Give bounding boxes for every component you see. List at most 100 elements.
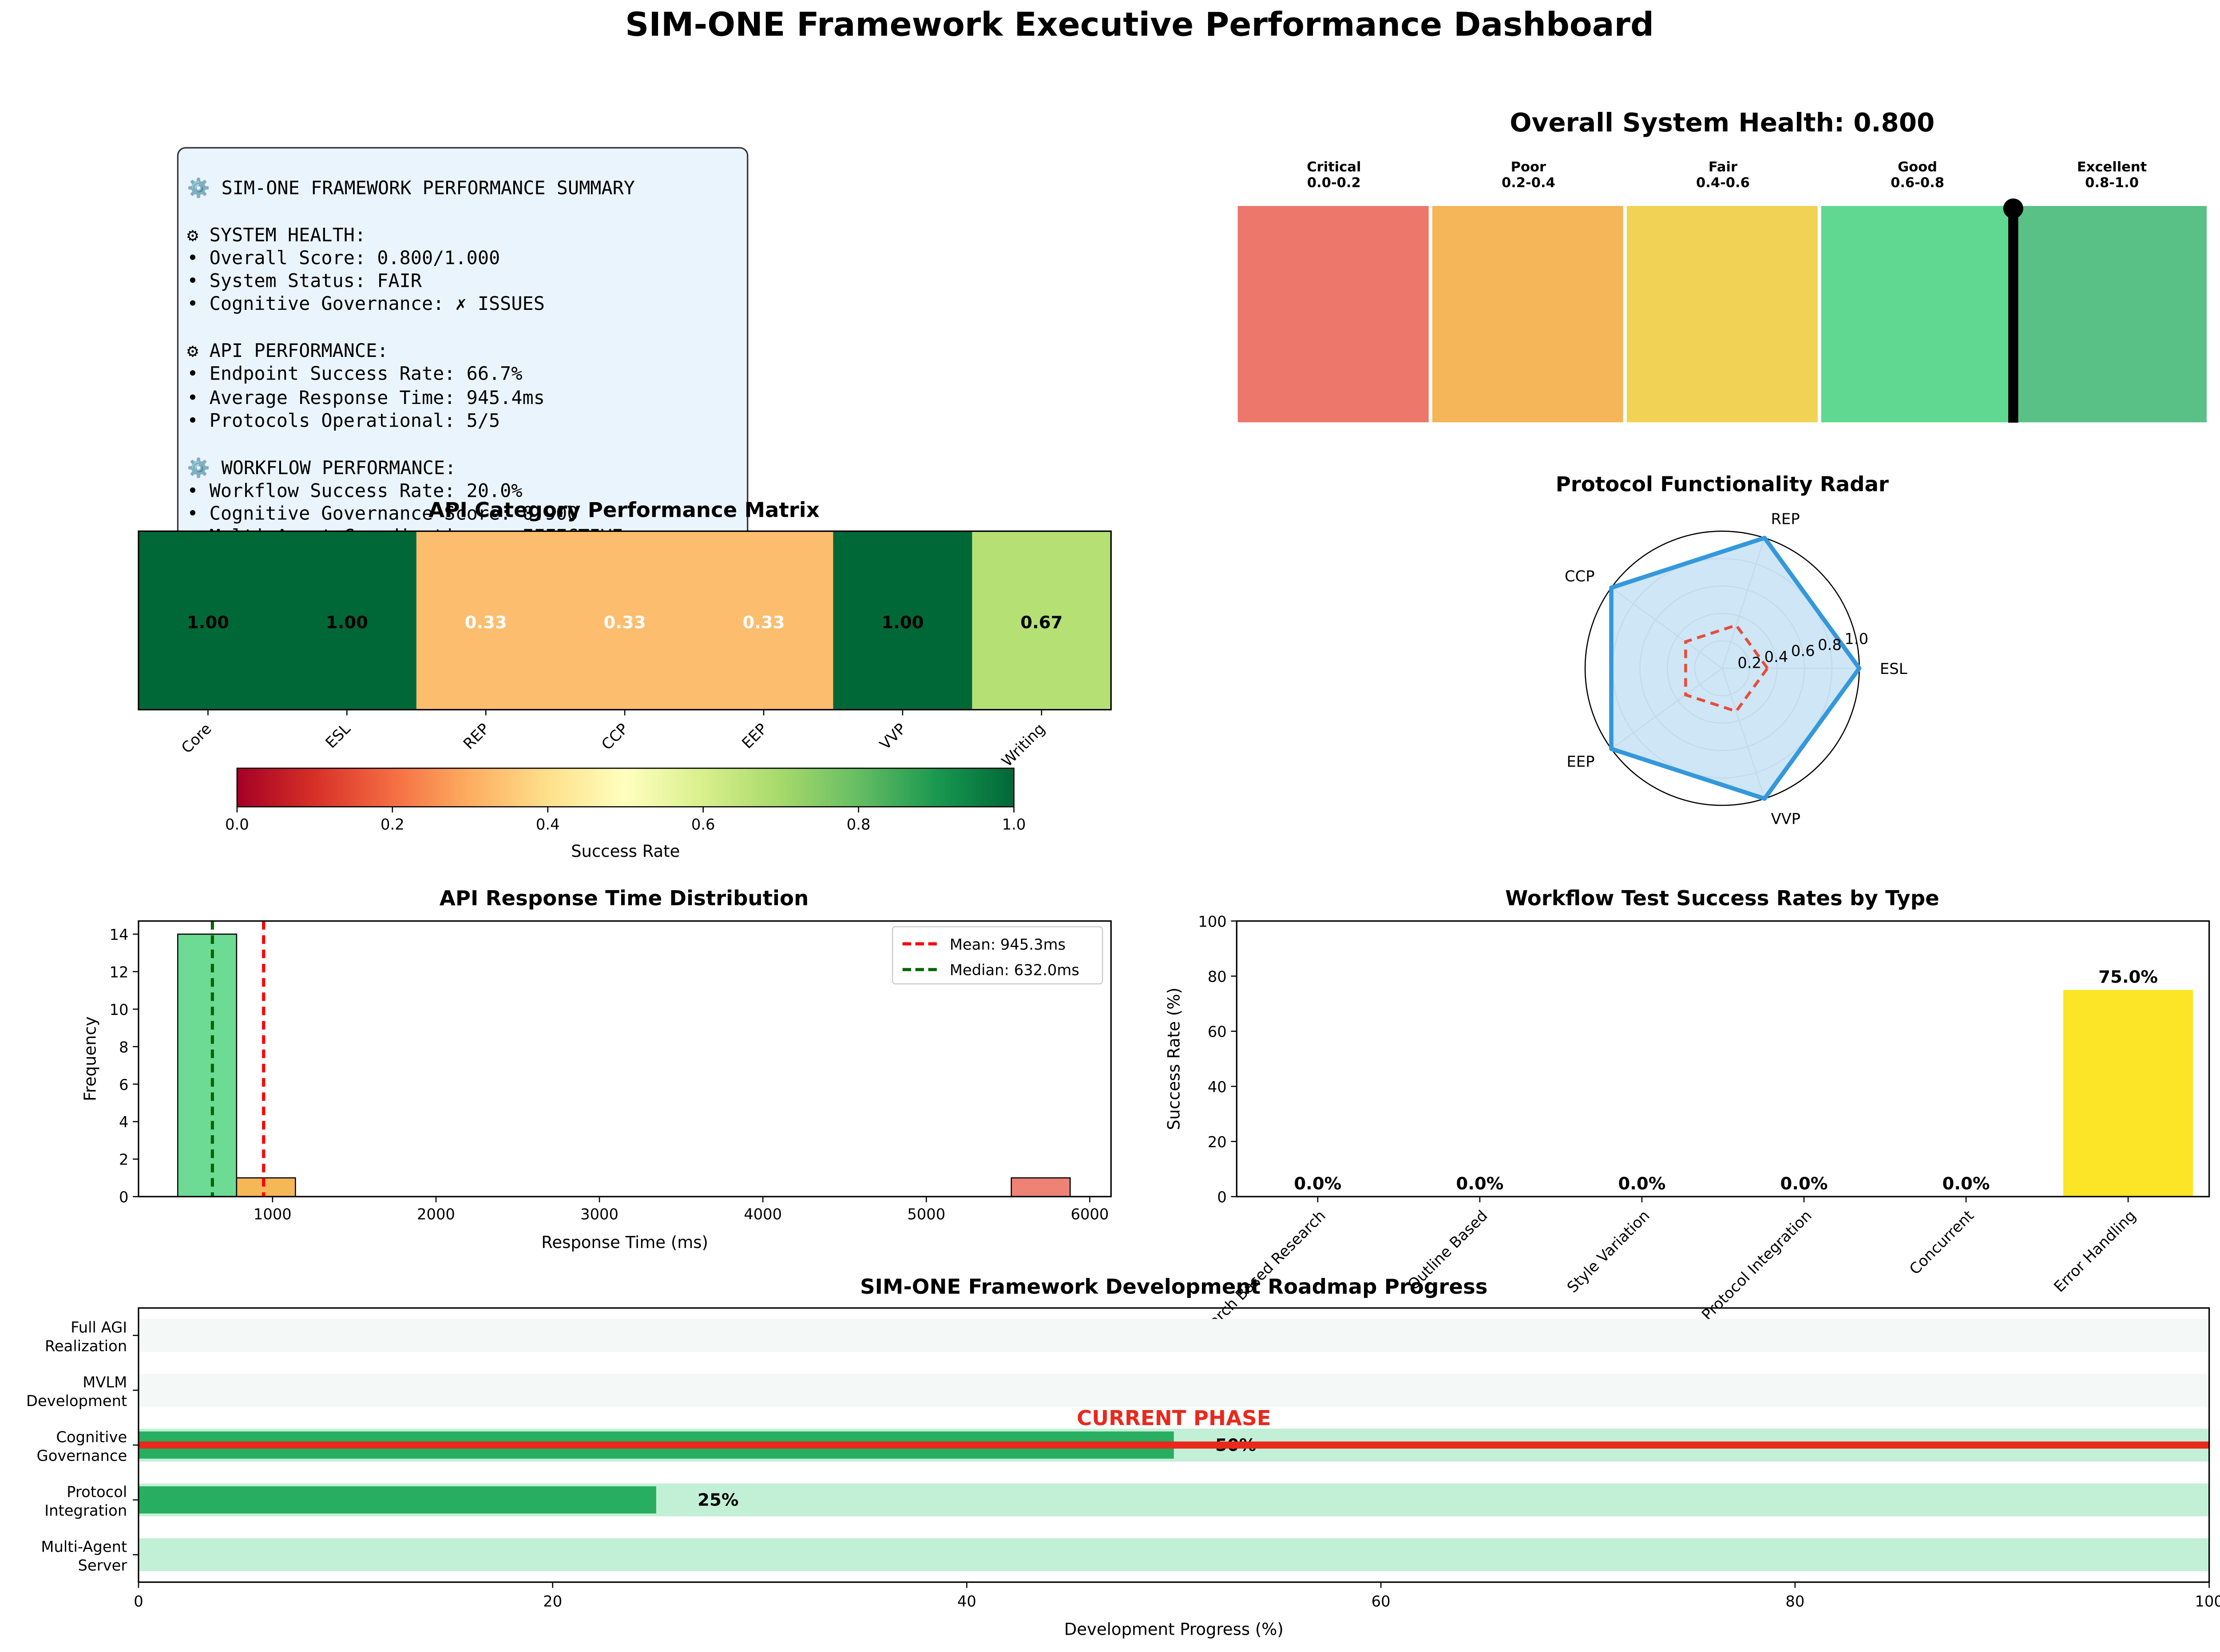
colorbar-tick-label: 1.0 — [1002, 816, 1026, 833]
radar-series-dashed — [1684, 623, 1769, 713]
heatmap-cell-vvp — [833, 531, 973, 710]
health-band-name: Good — [1898, 159, 1937, 175]
hist-xtick-label: 2000 — [417, 1206, 455, 1223]
radar-title: Protocol Functionality Radar — [1555, 474, 1889, 497]
hist-legend-mean-label: Mean: 945.3ms — [950, 936, 1066, 953]
workflow-bar-label: 0.0% — [1294, 1174, 1341, 1194]
roadmap-current-phase-label: CURRENT PHASE — [1077, 1406, 1271, 1430]
workflow-ytick-label: 40 — [1208, 1078, 1227, 1096]
workflow-frame — [1236, 920, 2210, 1197]
heatmap-cell-label: 1.00 — [881, 613, 924, 633]
colorbar — [236, 768, 1015, 808]
health-band-range: 0.0-0.2 — [1307, 175, 1361, 190]
workflow-bar-label: 75.0% — [2098, 967, 2158, 987]
roadmap-category-line2: Governance — [37, 1447, 127, 1464]
colorbar-tick-label: 0.2 — [381, 816, 404, 833]
roadmap-category-line1: Multi-Agent — [41, 1538, 127, 1555]
roadmap-xlabel: Development Progress (%) — [1064, 1620, 1284, 1639]
roadmap-progress-bar — [138, 1486, 656, 1514]
radar-rtick-label: 0.4 — [1764, 648, 1788, 666]
radar-series-fill — [1611, 538, 1859, 799]
radar-axis-label: CCP — [1565, 567, 1595, 585]
workflow-ytick-label: 0 — [1217, 1188, 1226, 1206]
hist-ylabel: Frequency — [80, 1016, 99, 1101]
hist-legend — [892, 926, 1103, 985]
colorbar-tick-label: 0.4 — [536, 816, 560, 833]
heatmap-cell-label: 0.67 — [1020, 613, 1062, 633]
roadmap-xtick-label: 60 — [1372, 1593, 1391, 1610]
hist-ytick-label: 4 — [119, 1113, 128, 1131]
colorbar-label: Success Rate — [571, 842, 680, 861]
hist-xtick-label: 5000 — [907, 1206, 945, 1223]
roadmap-category-line1: MVLM — [83, 1374, 127, 1391]
hist-ytick-label: 2 — [119, 1151, 128, 1169]
roadmap-xtick-label: 20 — [543, 1593, 562, 1610]
summary-text: ⚙️ SIM-ONE FRAMEWORK PERFORMANCE SUMMARY… — [187, 178, 635, 549]
radar-rtick-label: 1.0 — [1844, 630, 1868, 648]
radar-rtick-label: 0.2 — [1737, 654, 1761, 672]
hist-frame — [138, 920, 1112, 1197]
heatmap-chart: 1.00Core1.00ESL0.33REP0.33CCP0.33EEP1.00… — [138, 530, 1112, 861]
roadmap-xtick-label: 80 — [1785, 1593, 1804, 1610]
heatmap-cell-label: 1.00 — [187, 613, 229, 633]
heatmap-cell-eep — [694, 531, 834, 710]
hist-legend-median-label: Median: 632.0ms — [950, 962, 1079, 979]
colorbar-tick-label: 0.6 — [691, 816, 715, 833]
health-band-range: 0.8-1.0 — [2085, 175, 2139, 190]
workflow-ytick-label: 20 — [1208, 1133, 1227, 1151]
workflow-ytick-label: 60 — [1208, 1023, 1227, 1041]
heatmap-cell-label: 0.33 — [465, 613, 507, 633]
hist-bar — [177, 933, 238, 1197]
heatmap-cell-label: 1.00 — [326, 613, 368, 633]
roadmap-track — [138, 1319, 2209, 1352]
radar-axis-label: EEP — [1567, 753, 1595, 770]
health-band-good — [1821, 206, 2012, 423]
workflow-bar-label: 0.0% — [1942, 1174, 1990, 1194]
health-band-name: Fair — [1709, 159, 1737, 175]
health-band-range: 0.4-0.6 — [1696, 175, 1750, 190]
radar-axis-label: VVP — [1771, 810, 1801, 828]
health-band-range: 0.6-0.8 — [1891, 175, 1944, 190]
radar-series-line — [1609, 535, 1862, 801]
roadmap-frame — [138, 1307, 2210, 1583]
hist-ytick-label: 8 — [119, 1038, 128, 1056]
workflow-ytick-label: 100 — [1198, 913, 1226, 930]
hist-ytick-label: 12 — [109, 963, 128, 981]
summary-box — [177, 147, 749, 576]
roadmap-category-line2: Realization — [45, 1337, 127, 1355]
hist-ytick-label: 10 — [109, 1001, 128, 1018]
roadmap-category-line1: Full AGI — [71, 1319, 127, 1336]
workflow-bar-label: 0.0% — [1456, 1174, 1503, 1194]
workflow-title: Workflow Test Success Rates by Type — [1505, 888, 1939, 911]
colorbar-tick-label: 0.0 — [225, 816, 249, 833]
health-band-name: Critical — [1307, 159, 1361, 175]
colorbar-tick-label: 0.8 — [847, 816, 871, 833]
health-band-excellent — [2015, 206, 2207, 423]
heatmap-cell-label: 0.33 — [742, 613, 785, 633]
radar-axis-label: ESL — [1880, 660, 1907, 677]
hist-bar — [1011, 1177, 1071, 1197]
roadmap-category-line1: Protocol — [67, 1483, 127, 1501]
heatmap-title: API Category Performance Matrix — [428, 499, 820, 523]
workflow-bar-label: 0.0% — [1780, 1174, 1828, 1194]
hist-xtick-label: 4000 — [744, 1206, 782, 1223]
roadmap-track — [138, 1374, 2209, 1407]
hist-ytick-label: 0 — [119, 1188, 128, 1206]
health-band-fair — [1626, 206, 1818, 423]
hist-xlabel: Response Time (ms) — [541, 1233, 708, 1252]
heatmap-cell-core — [138, 531, 278, 710]
roadmap-xtick-label: 40 — [957, 1593, 976, 1610]
heatmap-cell-ccp — [555, 531, 695, 710]
health-band-name: Poor — [1511, 159, 1546, 175]
histogram-chart: 1000 2000 3000 4000 5000 6000 0 2 4 6 8 10 12 14 Respo… — [80, 920, 1112, 1252]
health-band-poor — [1432, 206, 1623, 423]
radar-rtick-label: 0.6 — [1791, 642, 1815, 660]
roadmap-value-label: 25% — [698, 1490, 738, 1510]
heatmap-cell-writing — [972, 531, 1112, 710]
roadmap-xtick-label: 100 — [2195, 1593, 2220, 1610]
roadmap-xtick-label: 0 — [134, 1593, 143, 1610]
roadmap-category-line2: Integration — [44, 1502, 127, 1519]
